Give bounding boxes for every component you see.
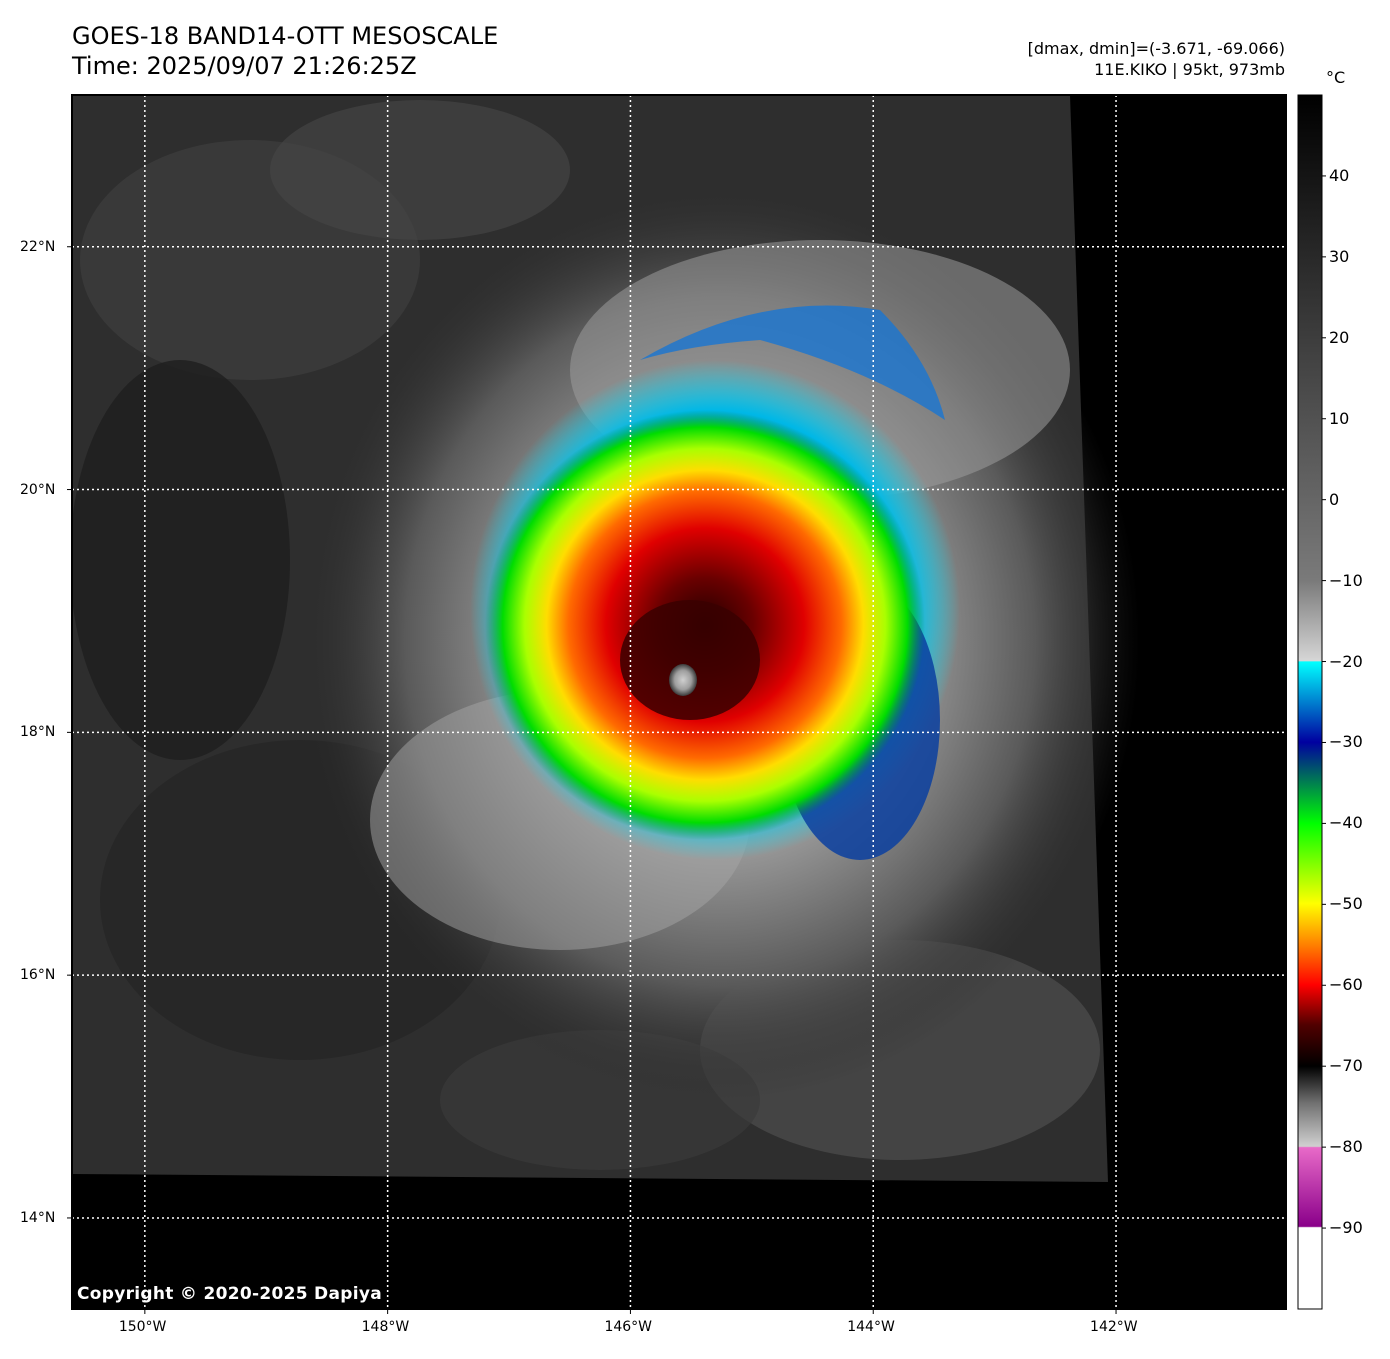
colorbar-tick-label: −80 (1329, 1137, 1363, 1157)
map-frame (71, 94, 1287, 1310)
range-text: [dmax, dmin]=(-3.671, -69.066) (1027, 39, 1285, 58)
colorbar-tick-label: −40 (1329, 813, 1363, 833)
colorbar-tick-label: 20 (1329, 327, 1350, 347)
lon-label: 146°W (604, 1319, 653, 1335)
time-title: Time: 2025/09/07 21:26:25Z (72, 52, 417, 80)
lat-label: 22°N (20, 238, 56, 255)
colorbar (1297, 94, 1323, 1310)
copyright-text: Copyright © 2020-2025 Dapiya (77, 1284, 382, 1304)
lon-label: 148°W (361, 1319, 410, 1335)
colorbar-ticks (1322, 175, 1326, 1229)
colorbar-tick-label: −30 (1329, 732, 1363, 752)
colorbar-unit: °C (1326, 68, 1346, 87)
colorbar-tick-label: 40 (1329, 165, 1350, 185)
lat-label: 20°N (20, 481, 56, 498)
imagery-layer (72, 95, 1286, 1309)
product-title: GOES-18 BAND14-OTT MESOSCALE (72, 22, 499, 50)
colorbar-tick-label: 0 (1329, 489, 1340, 509)
lat-label: 18°N (20, 724, 56, 741)
lon-label: 142°W (1090, 1319, 1138, 1335)
colorbar-tick-label: −70 (1329, 1056, 1363, 1076)
colorbar-tick-label: −90 (1329, 1218, 1363, 1238)
lat-label: 14°N (20, 1209, 56, 1226)
colorbar-tick-label: −50 (1329, 894, 1363, 914)
lat-label: 16°N (20, 967, 56, 984)
lat-ticks (67, 246, 72, 1219)
colorbar-tick-label: −60 (1329, 975, 1363, 995)
lon-label: 150°W (118, 1319, 167, 1335)
storm-info-text: 11E.KIKO | 95kt, 973mb (1094, 60, 1285, 79)
graticule (72, 95, 1286, 1309)
colorbar-tick-label: 30 (1329, 246, 1350, 266)
colorbar-tick-label: 10 (1329, 408, 1350, 428)
lon-ticks (144, 1309, 1117, 1314)
colorbar-tick-label: −20 (1329, 651, 1363, 671)
lon-label: 144°W (847, 1319, 895, 1335)
colorbar-tick-label: −10 (1329, 570, 1363, 590)
